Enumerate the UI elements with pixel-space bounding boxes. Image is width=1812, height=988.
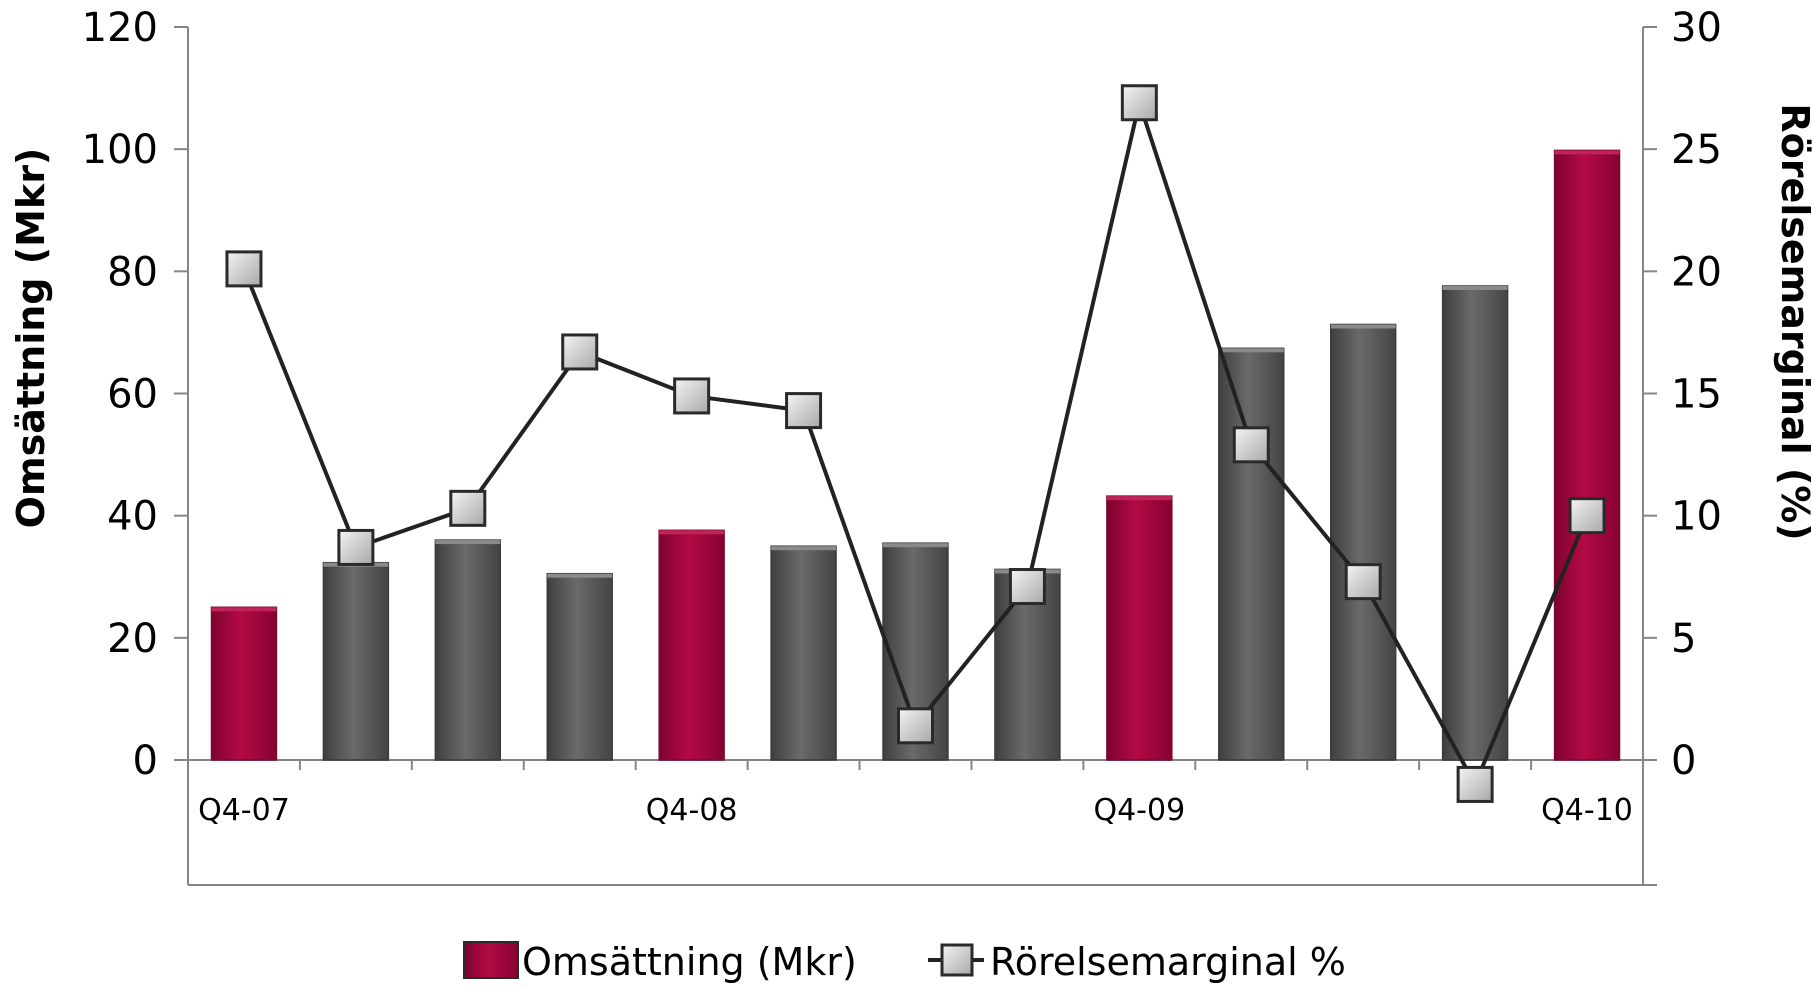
line-series — [225, 84, 1606, 803]
bar-top-highlight — [211, 607, 277, 612]
legend-label-omsattning: Omsättning (Mkr) — [522, 940, 857, 983]
y-left-tick-label: 0 — [133, 738, 158, 784]
y-right-tick-label: 15 — [1671, 372, 1722, 418]
line-point-marker — [897, 707, 934, 745]
line-point-marker — [673, 377, 711, 415]
bar-top-highlight — [435, 540, 501, 545]
x-tick-label: Q4-07 — [198, 793, 290, 828]
x-tick-labels: Q4-07 Q4-08 Q4-09 Q4-10 — [198, 793, 1633, 828]
x-tick-label: Q4-10 — [1541, 793, 1633, 828]
line-point-marker — [337, 528, 375, 566]
x-tick-label: Q4-09 — [1093, 793, 1185, 828]
bar — [1329, 323, 1397, 761]
y-left-tick-labels: 0 20 40 60 80 100 120 — [82, 5, 158, 784]
y-right-tick-label: 25 — [1671, 127, 1722, 173]
bar-top-highlight — [659, 530, 725, 535]
line-point-marker — [561, 333, 599, 371]
line-point-marker — [449, 489, 487, 527]
bar — [546, 572, 613, 761]
legend-label-rorelsemarginal: Rörelsemarginal % — [990, 940, 1346, 983]
bar-top-highlight — [1106, 496, 1172, 501]
bar-top-highlight — [771, 546, 837, 551]
y-left-tick-label: 40 — [107, 494, 158, 540]
bar — [1218, 347, 1285, 761]
y-right-tick-label: 5 — [1671, 616, 1696, 662]
y-axis-title-left: Omsättning (Mkr) — [9, 148, 53, 529]
line-point-marker — [1344, 563, 1382, 601]
y-right-tick-label: 0 — [1671, 738, 1696, 784]
x-tick-label: Q4-08 — [646, 793, 738, 828]
bar-top-highlight — [1442, 285, 1508, 290]
y-right-tick-label: 20 — [1671, 249, 1722, 295]
bar-top-highlight — [1218, 348, 1284, 353]
y-left-tick-label: 60 — [107, 372, 158, 418]
bar-top-highlight — [883, 543, 948, 548]
line-point-marker — [1120, 84, 1158, 122]
line-point-marker — [1568, 497, 1606, 535]
line-point-marker — [1456, 765, 1494, 803]
y-left-tick-label: 100 — [82, 127, 158, 173]
bar-top-highlight — [1330, 324, 1396, 329]
bar-top-highlight — [547, 573, 613, 578]
bar — [994, 568, 1061, 761]
y-right-tick-label: 10 — [1671, 494, 1722, 540]
y-right-tick-label: 30 — [1671, 5, 1722, 51]
legend-marker-swatch — [940, 943, 974, 977]
bar — [1553, 149, 1621, 761]
legend: Omsättning (Mkr) Rörelsemarginal % — [463, 940, 1346, 984]
line-point-marker — [225, 250, 263, 288]
bar — [658, 529, 725, 761]
bar-top-highlight — [1554, 150, 1620, 155]
bar — [322, 561, 390, 761]
bar — [210, 606, 278, 761]
bar — [434, 539, 502, 761]
y-left-tick-label: 120 — [82, 5, 158, 51]
line-point-marker — [1232, 426, 1270, 464]
line-point-marker — [785, 392, 823, 430]
bar — [1441, 285, 1509, 761]
y-left-tick-label: 80 — [107, 249, 158, 295]
bar — [1106, 495, 1173, 761]
y-right-tick-labels: 0 5 10 15 20 25 30 — [1671, 5, 1722, 784]
bar-series — [210, 149, 1621, 761]
legend-swatch-omsattning — [463, 941, 519, 979]
y-left-tick-label: 20 — [107, 616, 158, 662]
line-point-marker — [1008, 568, 1046, 606]
bar — [770, 545, 837, 761]
y-axis-title-right: Rörelsemarginal (%) — [1773, 103, 1812, 540]
